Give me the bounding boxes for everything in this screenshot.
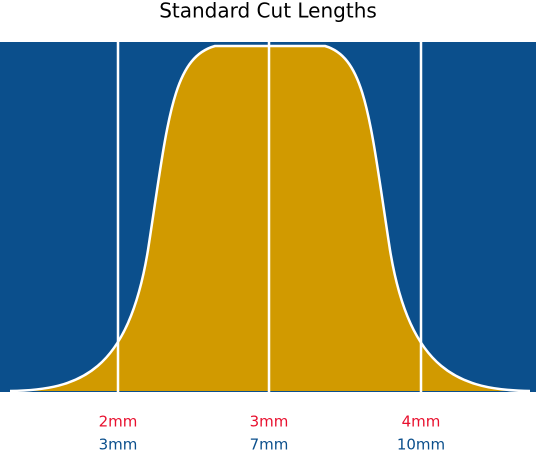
bottom-label: 10mm bbox=[397, 436, 445, 452]
top-label: 4mm bbox=[402, 413, 441, 431]
top-label: 2mm bbox=[99, 413, 138, 431]
top-label: 3mm bbox=[250, 413, 289, 431]
bottom-label: 7mm bbox=[250, 436, 289, 452]
bottom-label: 3mm bbox=[99, 436, 138, 452]
columns: 2mm 3mm 3mm 7mm 4mm 10mm bbox=[99, 42, 445, 452]
title: Standard Cut Lengths bbox=[159, 0, 377, 23]
